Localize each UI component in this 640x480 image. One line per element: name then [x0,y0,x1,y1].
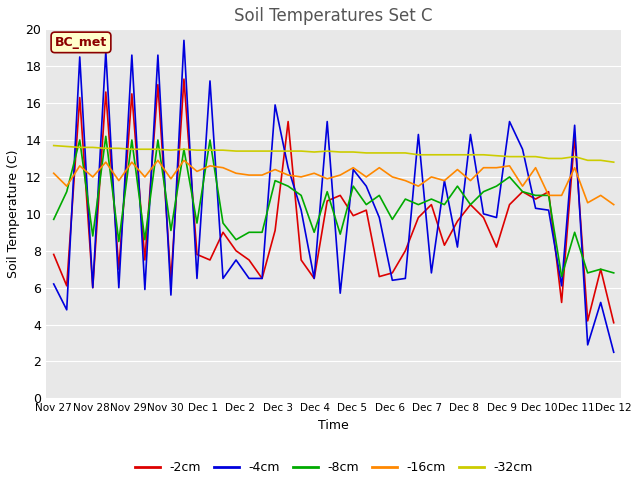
Legend: -2cm, -4cm, -8cm, -16cm, -32cm: -2cm, -4cm, -8cm, -16cm, -32cm [129,456,538,480]
X-axis label: Time: Time [318,419,349,432]
Text: BC_met: BC_met [55,36,107,49]
Title: Soil Temperatures Set C: Soil Temperatures Set C [234,7,433,25]
Y-axis label: Soil Temperature (C): Soil Temperature (C) [7,150,20,278]
